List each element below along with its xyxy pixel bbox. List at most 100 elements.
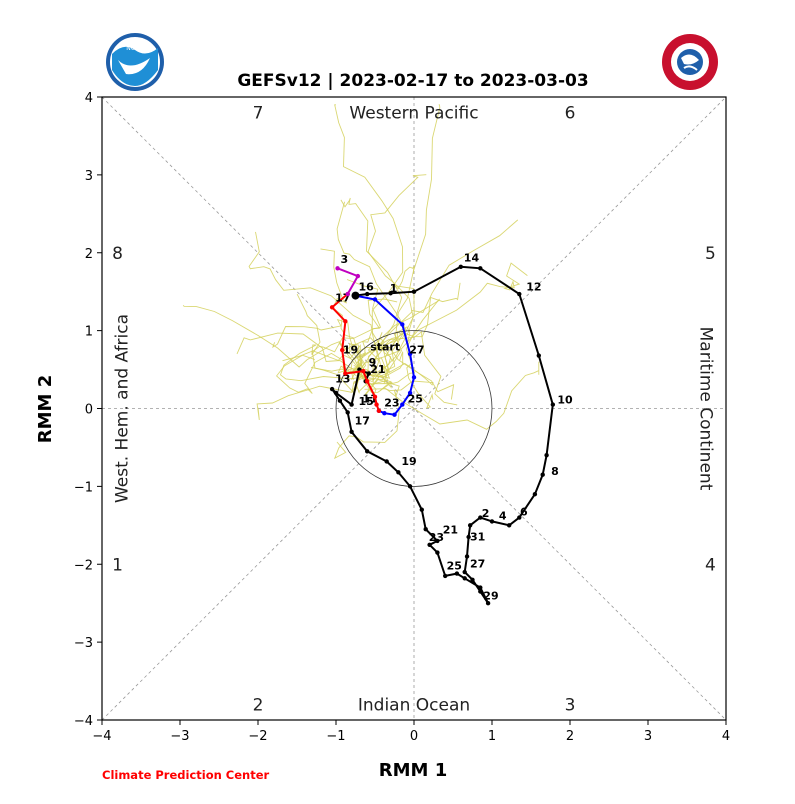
data-label: 21 [370,363,385,376]
region-label-top: Western Pacific [349,104,478,124]
y-axis-label: RMM 2 [35,375,56,443]
data-label: 6 [520,506,528,519]
series-point [435,538,440,544]
series-point [536,353,541,358]
series-point [489,519,495,524]
series-point [343,371,348,376]
series-point [478,585,483,590]
ensemble-member-line [311,298,398,395]
series-0: 16 1141210864231272925232119171513119star… [329,252,573,606]
series-point [345,291,350,297]
y-tick-label: −3 [74,636,93,651]
nws-logo [662,34,718,90]
data-label: 15 [359,395,374,408]
series-point [365,449,370,454]
ensemble-member-line [256,373,392,420]
series-point [478,589,483,594]
phase-number: 3 [565,695,576,715]
region-label-bottom: Indian Ocean [358,695,470,715]
series-point [382,410,387,416]
series-point [470,577,475,583]
ensemble-members [182,104,540,460]
series-line [337,267,360,295]
series-point [396,470,401,475]
x-axis-label: RMM 1 [379,760,447,781]
data-label: 9 [369,356,377,369]
ensemble-member-line [367,174,427,382]
ensemble-member-line [334,104,404,379]
series-point [443,573,448,579]
series-point [365,379,370,384]
series-point [388,291,393,296]
series-point [374,402,379,407]
data-label: 16 [359,280,375,293]
series-point [435,550,440,555]
series-1: 27 25 23 [353,293,425,417]
data-label: start [370,340,400,353]
series-line [355,294,416,416]
series-point [464,554,470,559]
y-tick-label: 3 [85,169,93,184]
series-point [411,375,417,380]
ensemble-member-line [333,379,400,460]
data-label: 27 [470,558,485,571]
series-point [343,319,348,324]
series-point [467,523,473,528]
data-label: 27 [409,344,424,357]
plot-area: 16 1141210864231272925232119171513119star… [74,91,730,744]
svg-text:NOAA: NOAA [126,45,144,52]
series-point [517,291,522,297]
x-tick-label: 2 [566,729,574,744]
series-point [458,264,463,269]
series-point [384,459,389,464]
series-point [372,297,378,302]
y-tick-label: 0 [85,403,93,418]
ensemble-member-line [182,304,375,381]
series-point [550,402,556,407]
y-tick-label: 1 [85,325,93,340]
ensemble-member-line [279,293,370,382]
start-marker [351,291,360,300]
unit-circle [335,330,493,487]
credit-text: Climate Prediction Center [102,768,270,782]
phase-number: 4 [705,555,716,575]
series-point [340,347,345,353]
chart-title: GEFSv12 | 2023-02-17 to 2023-03-03 [237,71,588,91]
series-point [365,291,370,297]
phase-number: 6 [565,104,576,124]
ensemble-member-line [272,318,377,395]
data-label: 14 [464,252,480,265]
series-point [335,266,340,271]
x-tick-label: −2 [248,729,267,744]
x-tick-label: 3 [644,729,652,744]
data-label: 13 [335,372,350,385]
data-label: 25 [408,393,423,406]
series-point [411,289,417,294]
series-point [329,386,335,392]
series-point [392,412,397,417]
phase-number: 1 [112,555,123,575]
series-point [454,571,460,576]
series-line [330,293,380,412]
series-point [337,398,343,403]
y-tick-label: −4 [74,714,93,729]
ensemble-member-line [340,197,403,385]
series-point [485,600,491,606]
data-label: 19 [343,344,358,357]
data-label: 17 [355,414,370,427]
series-point [466,534,471,540]
series-point [544,453,549,458]
series-point [361,368,366,374]
y-tick-label: 2 [85,247,93,262]
phase-number: 8 [112,244,123,264]
phase-number: 5 [705,244,716,264]
phase-number: 7 [253,104,264,124]
ensemble-member-line [236,332,391,395]
series-point [540,472,545,477]
data-label: 21 [443,523,458,536]
x-tick-label: −3 [170,729,189,744]
series-point [349,402,354,407]
data-label: 1 [390,282,398,295]
data-label: 23 [429,531,444,544]
data-label: 19 [401,455,416,468]
